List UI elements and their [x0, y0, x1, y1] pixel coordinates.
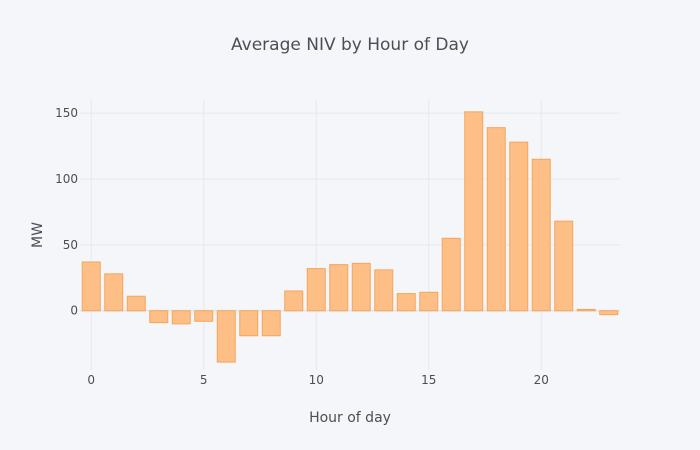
y-tick-label: 0 [70, 304, 78, 318]
x-tick-label: 5 [200, 373, 208, 387]
bar-hour-15 [419, 291, 439, 312]
bar-hour-8 [261, 310, 281, 337]
bar-hour-18 [486, 127, 506, 312]
bar-hour-4 [171, 310, 191, 325]
bar-hour-12 [351, 262, 371, 312]
bars-layer [81, 111, 619, 363]
bar-hour-17 [464, 111, 484, 312]
bar-hour-9 [284, 290, 304, 312]
bar-hour-10 [306, 268, 326, 312]
bar-hour-14 [396, 293, 416, 312]
bar-hour-7 [239, 310, 259, 337]
y-tick-label: 50 [63, 238, 78, 252]
x-tick-label: 15 [421, 373, 436, 387]
bar-hour-1 [104, 273, 124, 312]
bar-hour-21 [554, 220, 574, 312]
bar-hour-0 [81, 261, 101, 312]
bar-hour-22 [576, 308, 596, 312]
bar-hour-20 [531, 158, 551, 312]
bar-hour-6 [216, 310, 236, 363]
chart-title: Average NIV by Hour of Day [231, 35, 469, 55]
bar-hour-13 [374, 269, 394, 312]
bar-hour-5 [194, 310, 214, 322]
bar-hour-3 [149, 310, 169, 324]
bar-hour-16 [441, 237, 461, 312]
y-axis-label: MW [30, 222, 46, 248]
bar-hour-23 [599, 310, 619, 316]
x-tick-label: 0 [87, 373, 95, 387]
bar-hour-19 [509, 141, 529, 312]
y-tick-label: 150 [55, 106, 78, 120]
ticks-layer: 0 5 10 15 20 0 50 100 150 [55, 106, 549, 387]
bar-hour-2 [126, 295, 146, 312]
x-tick-label: 20 [534, 373, 549, 387]
y-tick-label: 100 [55, 172, 78, 186]
x-axis-label: Hour of day [309, 410, 391, 426]
bar-hour-11 [329, 264, 349, 312]
x-tick-label: 10 [309, 373, 324, 387]
